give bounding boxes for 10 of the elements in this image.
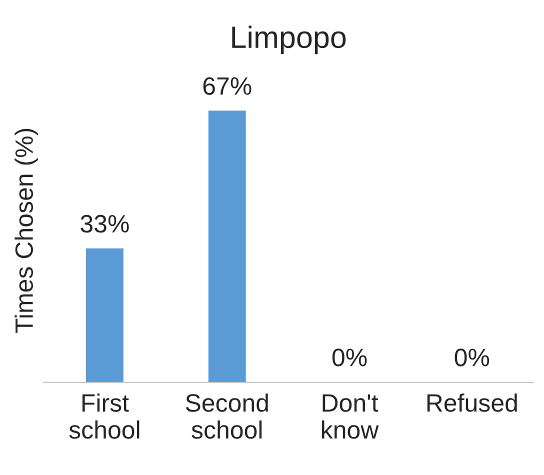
x-tick-label: Don't know (322, 394, 379, 439)
data-label: 0% (332, 348, 367, 366)
x-tick-label: First school (69, 393, 140, 439)
chart-title: Limpopo (232, 26, 346, 54)
data-label: 33% (80, 214, 129, 233)
x-tick-label: Refused (427, 393, 517, 412)
data-label: 67% (203, 77, 252, 95)
y-axis-title: Times Chosen (%) (14, 128, 38, 333)
data-label: 0% (454, 348, 490, 366)
x-tick-label: Second school (186, 393, 268, 439)
